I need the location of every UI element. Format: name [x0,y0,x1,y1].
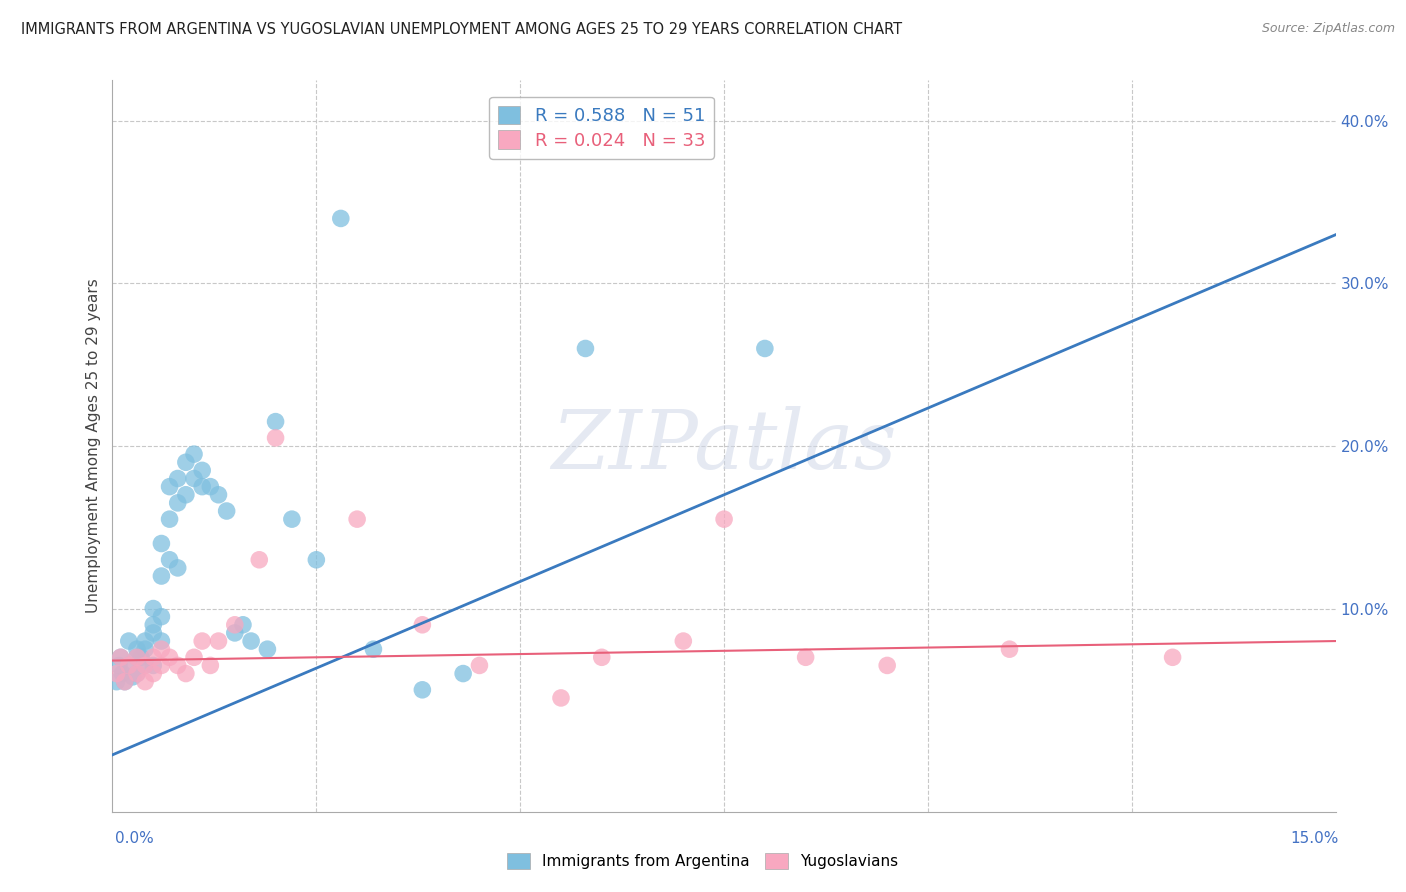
Point [240,634,263,648]
Point [247,553,270,567]
Point [150,658,173,673]
Point [200,480,222,494]
Point [159,512,181,526]
Point [125,642,148,657]
Point [150,642,173,657]
Point [183,650,205,665]
Text: Source: ZipAtlas.com: Source: ZipAtlas.com [1261,22,1395,36]
Point [876,658,898,673]
Point [183,471,205,485]
Point [142,658,165,673]
Point [264,415,287,429]
Point [224,617,246,632]
Point [713,512,735,526]
Point [166,471,188,485]
Point [174,455,197,469]
Point [134,658,156,673]
Point [150,536,173,550]
Point [468,658,491,673]
Point [329,211,352,226]
Point [451,666,474,681]
Point [150,634,173,648]
Point [200,658,222,673]
Point [207,634,229,648]
Point [122,670,145,684]
Point [166,496,188,510]
Point [134,634,156,648]
Point [105,674,128,689]
Point [150,569,173,583]
Point [191,480,214,494]
Point [129,650,152,665]
Point [363,642,385,657]
Point [305,553,328,567]
Point [125,650,148,665]
Point [114,674,136,689]
Text: 0.0%: 0.0% [115,831,155,846]
Y-axis label: Unemployment Among Ages 25 to 29 years: Unemployment Among Ages 25 to 29 years [86,278,101,614]
Point [574,342,596,356]
Point [256,642,278,657]
Point [125,666,148,681]
Point [224,626,246,640]
Point [111,666,134,681]
Point [207,488,229,502]
Point [174,488,197,502]
Point [110,650,132,665]
Point [142,601,165,615]
Point [191,634,214,648]
Point [159,553,181,567]
Point [550,690,572,705]
Point [264,431,287,445]
Point [134,642,156,657]
Point [142,650,165,665]
Point [794,650,817,665]
Point [166,561,188,575]
Point [142,666,165,681]
Point [118,658,141,673]
Point [215,504,238,518]
Point [150,609,173,624]
Point [183,447,205,461]
Point [118,634,141,648]
Point [672,634,695,648]
Point [105,666,128,681]
Point [125,650,148,665]
Point [142,617,165,632]
Point [142,626,165,640]
Point [191,463,214,477]
Point [125,666,148,681]
Legend: R = 0.588   N = 51, R = 0.024   N = 33: R = 0.588 N = 51, R = 0.024 N = 33 [489,96,714,159]
Text: IMMIGRANTS FROM ARGENTINA VS YUGOSLAVIAN UNEMPLOYMENT AMONG AGES 25 TO 29 YEARS : IMMIGRANTS FROM ARGENTINA VS YUGOSLAVIAN… [21,22,903,37]
Point [232,617,254,632]
Text: 15.0%: 15.0% [1291,831,1339,846]
Point [110,650,132,665]
Point [281,512,304,526]
Point [159,650,181,665]
Point [108,658,131,673]
Point [134,674,156,689]
Point [1161,650,1184,665]
Point [411,682,433,697]
Point [134,658,156,673]
Point [174,666,197,681]
Point [166,658,188,673]
Legend: Immigrants from Argentina, Yugoslavians: Immigrants from Argentina, Yugoslavians [501,847,905,875]
Point [159,480,181,494]
Text: ZIPatlas: ZIPatlas [551,406,897,486]
Point [118,658,141,673]
Point [411,617,433,632]
Point [114,674,136,689]
Point [998,642,1021,657]
Point [591,650,613,665]
Point [346,512,368,526]
Point [754,342,776,356]
